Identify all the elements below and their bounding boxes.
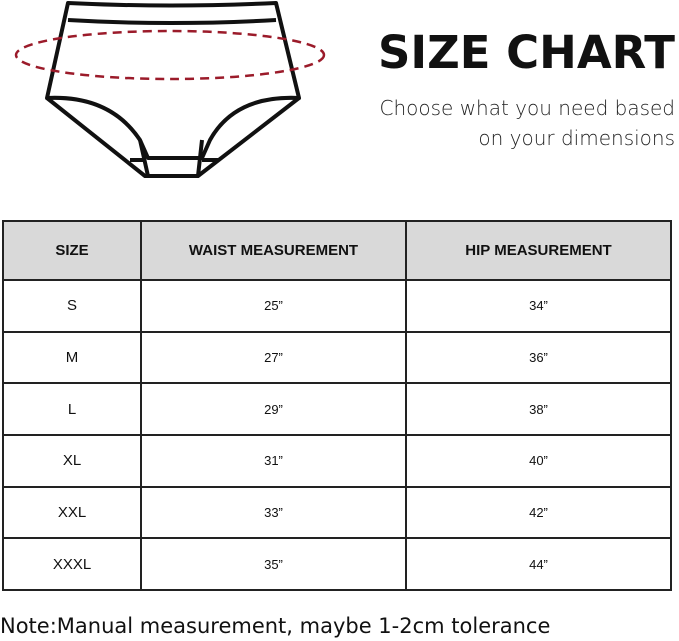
waist-cell: 31” (140, 434, 407, 488)
subtitle-line-2: on your dimensions (478, 126, 675, 150)
column-header-hip: HIP MEASUREMENT (405, 220, 672, 281)
table-row: XXXL 35” 44” (2, 537, 672, 592)
waist-measure-line (14, 29, 326, 81)
hip-cell: 34” (405, 279, 672, 333)
page-title: SIZE CHART (377, 26, 675, 79)
tolerance-note: Note:Manual measurement, maybe 1-2cm tol… (0, 614, 551, 638)
table-row: XL 31” 40” (2, 434, 672, 488)
waist-cell: 35” (140, 537, 407, 592)
table-row: S 25” 34” (2, 279, 672, 333)
briefs-illustration (14, 1, 326, 178)
waist-cell: 33” (140, 485, 407, 540)
table-row: M 27” 36” (2, 330, 672, 385)
size-cell: XXL (2, 485, 142, 540)
waist-cell: 29” (140, 382, 407, 437)
size-cell: XXXL (2, 537, 142, 592)
hip-cell: 38” (405, 382, 672, 437)
size-cell: XL (2, 434, 142, 488)
column-header-size: SIZE (2, 220, 142, 281)
column-header-waist: WAIST MEASUREMENT (140, 220, 407, 281)
hip-cell: 36” (405, 330, 672, 385)
hip-cell: 42” (405, 485, 672, 540)
subtitle-line-1: Choose what you need based (379, 96, 676, 120)
hip-cell: 40” (405, 434, 672, 488)
size-cell: S (2, 279, 142, 333)
table-row: L 29” 38” (2, 382, 672, 437)
size-table: SIZE WAIST MEASUREMENT HIP MEASUREMENT S… (2, 220, 672, 592)
waist-cell: 25” (140, 279, 407, 333)
size-cell: L (2, 382, 142, 437)
table-header-row: SIZE WAIST MEASUREMENT HIP MEASUREMENT (2, 220, 672, 281)
size-cell: M (2, 330, 142, 385)
table-row: XXL 33” 42” (2, 485, 672, 540)
waist-cell: 27” (140, 330, 407, 385)
hip-cell: 44” (405, 537, 672, 592)
